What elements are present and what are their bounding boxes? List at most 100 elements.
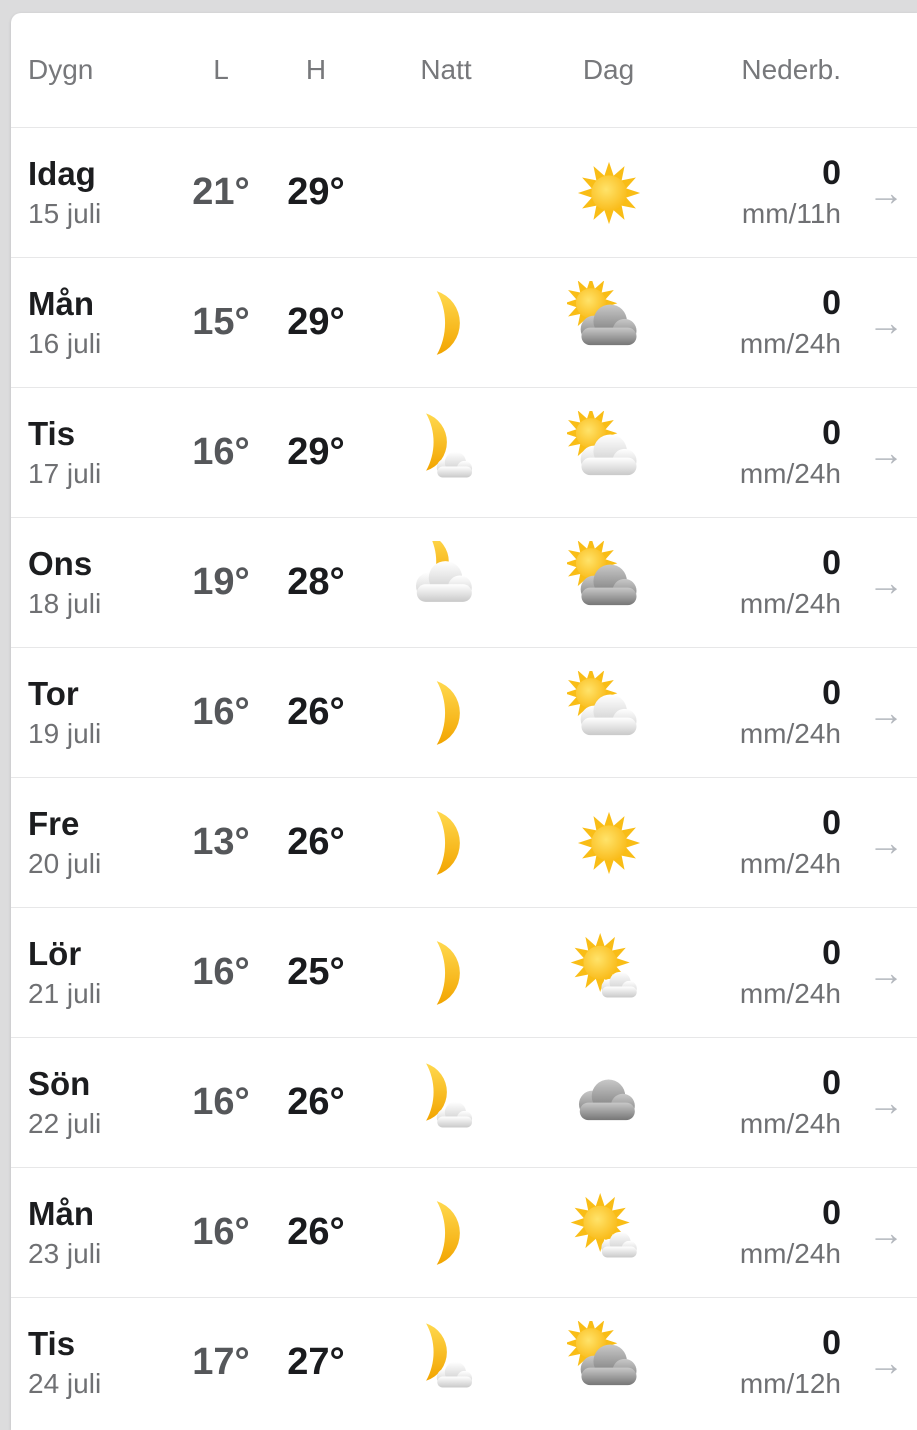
high-temperature: 26° [287, 1211, 345, 1253]
arrow-cell: → [841, 562, 917, 604]
precip-cell: 0 mm/24h [686, 1066, 841, 1139]
precip-unit: mm/11h [741, 198, 841, 230]
header-day-weather: Dag [582, 54, 635, 85]
precip-cell: 0 mm/24h [686, 804, 841, 879]
low-temperature: 17° [192, 1341, 250, 1383]
precip-value: 0 [822, 284, 841, 323]
header-precip: Nederb. [741, 54, 841, 85]
forecast-row[interactable]: Mån 16 juli 15° 29° 0 mm/24h → [11, 257, 917, 387]
day-name: Mån [28, 284, 94, 322]
sun-dark-cloud-icon [531, 518, 686, 647]
arrow-cell: → [841, 172, 917, 214]
night-weather-icon [361, 128, 531, 257]
low-temperature: 21° [192, 171, 250, 213]
day-name: Tis [28, 414, 76, 452]
high-temperature: 29° [287, 301, 345, 343]
sun-dark-cloud-icon [531, 258, 686, 387]
forecast-row[interactable]: Tor 19 juli 16° 26° 0 mm/24h → [11, 647, 917, 777]
day-date: 23 juli [28, 1237, 102, 1269]
forecast-row[interactable]: Fre 20 juli 13° 26° 0 mm/24h → [11, 777, 917, 907]
row-detail-arrow-icon[interactable]: → [868, 1211, 904, 1253]
moon-icon [361, 908, 531, 1037]
table-header-row: Dygn L H Natt Dag Nederb. [11, 13, 917, 127]
row-detail-arrow-icon[interactable]: → [868, 431, 904, 473]
day-cell: Ons 18 juli [11, 544, 171, 619]
day-date: 16 juli [28, 327, 102, 359]
arrow-cell: → [841, 1342, 917, 1384]
forecast-row[interactable]: Ons 18 juli 19° 28° 0 mm/24h → [11, 517, 917, 647]
header-high-temp: H [305, 54, 327, 85]
precip-value: 0 [822, 154, 841, 193]
forecast-row[interactable]: Tis 17 juli 16° 29° 0 mm/24h → [11, 387, 917, 517]
moon-icon [361, 648, 531, 777]
day-date: 18 juli [28, 587, 102, 619]
sun-cloud-icon [531, 388, 686, 517]
low-temperature: 16° [192, 691, 250, 733]
sun-dark-cloud-icon [531, 1298, 686, 1427]
precip-value: 0 [822, 544, 841, 583]
day-name: Ons [28, 544, 93, 582]
high-temperature: 26° [287, 691, 345, 733]
high-temperature: 29° [287, 431, 345, 473]
precip-value: 0 [822, 1324, 841, 1363]
day-cell: Fre 20 juli [11, 806, 171, 878]
precip-value: 0 [822, 674, 841, 713]
precip-cell: 0 mm/24h [686, 674, 841, 750]
precip-value: 0 [822, 1194, 841, 1233]
day-cell: Tor 19 juli [11, 674, 171, 749]
day-cell: Sön 22 juli [11, 1066, 171, 1138]
row-detail-arrow-icon[interactable]: → [868, 821, 904, 863]
forecast-rows: Idag 15 juli 21° 29° 0 mm/11h → Mån 16 j… [11, 127, 917, 1427]
day-cell: Idag 15 juli [11, 154, 171, 228]
precip-cell: 0 mm/12h [686, 1324, 841, 1400]
forecast-row[interactable]: Tis 24 juli 17° 27° 0 mm/12h → [11, 1297, 917, 1427]
day-date: 19 juli [28, 717, 102, 749]
row-detail-arrow-icon[interactable]: → [868, 1081, 904, 1123]
day-name: Tis [28, 1324, 76, 1362]
moon-cloud-icon [361, 1038, 531, 1167]
high-temperature: 29° [287, 171, 345, 213]
forecast-row[interactable]: Idag 15 juli 21° 29° 0 mm/11h → [11, 127, 917, 257]
day-date: 21 juli [28, 977, 102, 1009]
forecast-row[interactable]: Lör 21 juli 16° 25° 0 mm/24h → [11, 907, 917, 1037]
header-day: Dygn [28, 54, 94, 85]
day-cell: Tis 17 juli [11, 414, 171, 488]
sun-small-cloud-icon [531, 1168, 686, 1297]
precip-unit: mm/12h [739, 1368, 841, 1400]
precip-cell: 0 mm/24h [686, 544, 841, 620]
row-detail-arrow-icon[interactable]: → [868, 1341, 904, 1383]
day-cell: Mån 23 juli [11, 1196, 171, 1269]
precip-cell: 0 mm/24h [686, 416, 841, 489]
precip-unit: mm/24h [739, 718, 841, 750]
row-detail-arrow-icon[interactable]: → [868, 561, 904, 603]
row-detail-arrow-icon[interactable]: → [868, 951, 904, 993]
day-name: Tor [28, 674, 79, 712]
arrow-cell: → [841, 822, 917, 864]
arrow-cell: → [841, 432, 917, 474]
row-detail-arrow-icon[interactable]: → [868, 301, 904, 343]
precip-unit: mm/24h [739, 588, 841, 620]
precip-cell: 0 mm/11h [686, 154, 841, 230]
high-temperature: 26° [287, 821, 345, 863]
header-low-temp: L [213, 54, 229, 85]
high-temperature: 27° [287, 1341, 345, 1383]
sun-small-cloud-icon [531, 908, 686, 1037]
row-detail-arrow-icon[interactable]: → [868, 691, 904, 733]
arrow-cell: → [841, 1212, 917, 1254]
day-cell: Tis 24 juli [11, 1324, 171, 1398]
precip-unit: mm/24h [739, 328, 841, 360]
arrow-cell: → [841, 952, 917, 994]
precip-value: 0 [822, 934, 841, 973]
high-temperature: 25° [287, 951, 345, 993]
high-temperature: 26° [287, 1081, 345, 1123]
forecast-row[interactable]: Sön 22 juli 16° 26° 0 mm/24h → [11, 1037, 917, 1167]
moon-icon [361, 258, 531, 387]
low-temperature: 16° [192, 1211, 250, 1253]
moon-cloud-icon [361, 1298, 531, 1427]
low-temperature: 15° [192, 301, 250, 343]
row-detail-arrow-icon[interactable]: → [868, 171, 904, 213]
day-name: Idag [28, 154, 96, 192]
forecast-row[interactable]: Mån 23 juli 16° 26° 0 mm/24h → [11, 1167, 917, 1297]
forecast-card: Dygn L H Natt Dag Nederb. Idag 15 juli 2… [11, 13, 917, 1430]
precip-value: 0 [822, 804, 841, 843]
